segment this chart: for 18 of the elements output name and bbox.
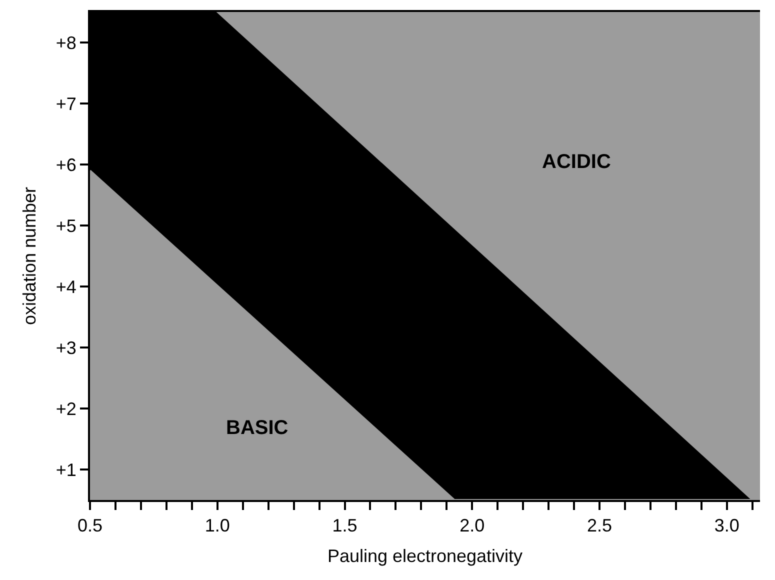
y-tick-label: +3: [56, 338, 76, 358]
x-tick-label: 3.0: [714, 516, 740, 536]
y-axis-title: oxidation number: [20, 186, 40, 326]
x-tick-label: 2.5: [586, 516, 612, 536]
y-tick-label: +6: [56, 154, 76, 175]
x-tick-label: 0.5: [77, 516, 103, 536]
x-tick-label: 1.0: [204, 516, 230, 536]
y-tick-label: +8: [56, 32, 76, 53]
x-tick-label: 2.0: [460, 516, 485, 536]
y-tick-label: +7: [56, 94, 76, 114]
x-axis-title: Pauling electronegativity: [327, 546, 523, 566]
annotation: BASIC: [226, 417, 288, 439]
y-tick-label: +1: [56, 460, 76, 480]
x-tick-label: 1.5: [332, 516, 358, 536]
y-tick-label: +2: [56, 398, 76, 419]
annotation: ACIDIC: [542, 151, 611, 173]
y-tick-label: +4: [56, 276, 76, 297]
y-tick-label: +5: [56, 216, 76, 236]
